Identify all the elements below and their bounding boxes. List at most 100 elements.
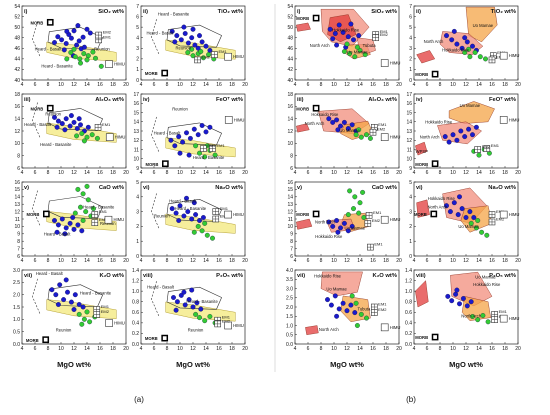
- x-tick-label: 10: [331, 170, 337, 176]
- x-tick-label: 20: [515, 82, 521, 88]
- heard-basanite-trend: [32, 21, 41, 58]
- blue-data-point: [54, 229, 60, 235]
- y-tick-label: 44: [14, 57, 20, 63]
- y-tick-label: 3: [409, 209, 412, 215]
- blue-data-point: [189, 216, 195, 222]
- blue-data-point: [168, 137, 174, 143]
- green-data-point: [462, 50, 468, 55]
- blue-data-point: [191, 200, 197, 206]
- blue-data-point: [80, 304, 86, 310]
- x-tick-label: 18: [383, 346, 389, 352]
- region-label: EM2: [372, 218, 381, 223]
- region-label: MORB: [30, 20, 43, 25]
- himu-symbol: [380, 59, 389, 67]
- x-tick-label: 6: [34, 170, 37, 176]
- x-tick-label: 6: [426, 258, 429, 264]
- blue-data-point: [57, 282, 63, 288]
- blue-data-point: [464, 303, 470, 309]
- panel-title: P₂O₅ wt%: [489, 273, 516, 279]
- y-tick-label: 13: [287, 202, 293, 208]
- blue-data-point: [71, 226, 77, 232]
- x-tick-label: 20: [515, 170, 521, 176]
- blue-data-point: [75, 222, 81, 228]
- x-tick-label: 20: [515, 258, 521, 264]
- blue-data-point: [334, 313, 340, 319]
- x-tick-label: 20: [123, 258, 129, 264]
- blue-data-point: [176, 218, 182, 223]
- x-tick-label: 14: [476, 82, 482, 88]
- y-tick-label: 11: [15, 217, 20, 223]
- panel-b-7: 0.0 0.5 1.0 1.5 2.0 2.5 3.0 3.5 4.0 4 6 8 10 12 14 16 18…: [286, 268, 402, 352]
- region-label: Reunion: [154, 214, 170, 219]
- blue-data-point: [470, 43, 475, 49]
- green-data-point: [477, 54, 483, 60]
- blue-data-point: [79, 228, 85, 234]
- x-tick-label: 4: [140, 346, 143, 352]
- panel-number: viii): [416, 273, 426, 279]
- blue-data-point: [181, 24, 187, 30]
- region-label: HIMU: [390, 325, 401, 330]
- panel-a-7: 0.0 0.5 1.0 1.5 2.0 2.5 3.0 4 6 8 10 12 14 16 18 20 vii)…: [13, 268, 129, 352]
- y-tick-label: 1.0: [286, 323, 293, 329]
- y-tick-label: 4: [136, 195, 139, 201]
- y-tick-label: 0.2: [405, 331, 412, 337]
- blue-data-point: [344, 308, 350, 314]
- blue-data-point: [349, 223, 355, 229]
- y-tick-label: 17: [133, 92, 139, 98]
- green-data-point: [212, 152, 218, 158]
- y-tick-label: 11: [288, 217, 293, 223]
- y-tick-label: 5: [409, 25, 412, 31]
- y-tick-label: 1: [409, 67, 412, 73]
- region-label: Reunion: [172, 107, 188, 112]
- y-tick-label: 2.0: [286, 305, 293, 311]
- green-data-point: [352, 54, 358, 60]
- x-tick-label: 12: [344, 346, 350, 352]
- x-tick-label: 4: [413, 82, 416, 88]
- region-label: Heard - Basalt: [35, 46, 63, 51]
- region-label: HIMU: [233, 212, 244, 217]
- morb-symbol: [42, 336, 50, 344]
- region-label: MORB: [30, 106, 43, 111]
- blue-data-point: [65, 289, 70, 295]
- x-axis-title: MgO wt%: [449, 360, 483, 369]
- blue-data-point: [349, 122, 355, 128]
- blue-data-point: [173, 307, 179, 313]
- y-tick-label: 16: [406, 101, 412, 107]
- region-label: MORB: [415, 335, 428, 340]
- y-tick-label: 2.0: [13, 292, 20, 298]
- region-label: HIMU: [390, 217, 401, 222]
- x-tick-label: 8: [47, 82, 50, 88]
- region-label: Uo Mamae: [339, 128, 360, 133]
- blue-data-point: [453, 291, 459, 297]
- blue-data-point: [455, 212, 461, 218]
- region-label: MORB: [415, 72, 428, 77]
- x-tick-label: 18: [502, 346, 508, 352]
- y-tick-label: 1.5: [286, 314, 293, 320]
- region-label: Reunion: [188, 327, 204, 332]
- green-data-point: [468, 220, 474, 226]
- y-tick-label: 48: [14, 36, 20, 42]
- green-data-point: [193, 143, 199, 149]
- blue-data-point: [334, 42, 340, 48]
- x-tick-label: 20: [123, 346, 129, 352]
- blue-data-point: [190, 26, 196, 32]
- region-label: EM2: [101, 309, 110, 314]
- y-tick-label: 12: [14, 129, 20, 135]
- region-label: EM2: [99, 217, 108, 222]
- blue-data-point: [335, 127, 341, 133]
- panel-title: K₂O wt%: [373, 273, 397, 279]
- blue-data-point: [62, 231, 68, 237]
- green-data-point: [84, 183, 90, 189]
- region-label: Heard - Basalt: [147, 285, 175, 290]
- blue-data-point: [460, 296, 466, 301]
- green-data-point: [356, 127, 362, 133]
- x-tick-label: 10: [177, 346, 183, 352]
- y-tick-label: 7: [409, 4, 412, 10]
- blue-data-point: [53, 292, 59, 298]
- blue-data-point: [184, 130, 189, 136]
- green-data-point: [364, 132, 369, 138]
- blue-data-point: [335, 229, 341, 235]
- y-tick-label: 14: [406, 120, 412, 126]
- region-label: Hokkaido Rise: [442, 47, 470, 52]
- green-data-point: [195, 223, 201, 229]
